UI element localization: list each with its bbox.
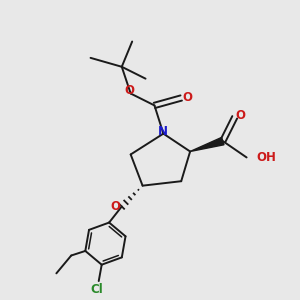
- Text: N: N: [158, 125, 168, 138]
- Text: O: O: [124, 84, 134, 97]
- Polygon shape: [190, 137, 224, 152]
- Text: Cl: Cl: [91, 284, 103, 296]
- Text: O: O: [110, 200, 120, 213]
- Text: OH: OH: [256, 151, 276, 164]
- Text: O: O: [182, 92, 192, 104]
- Text: O: O: [236, 109, 246, 122]
